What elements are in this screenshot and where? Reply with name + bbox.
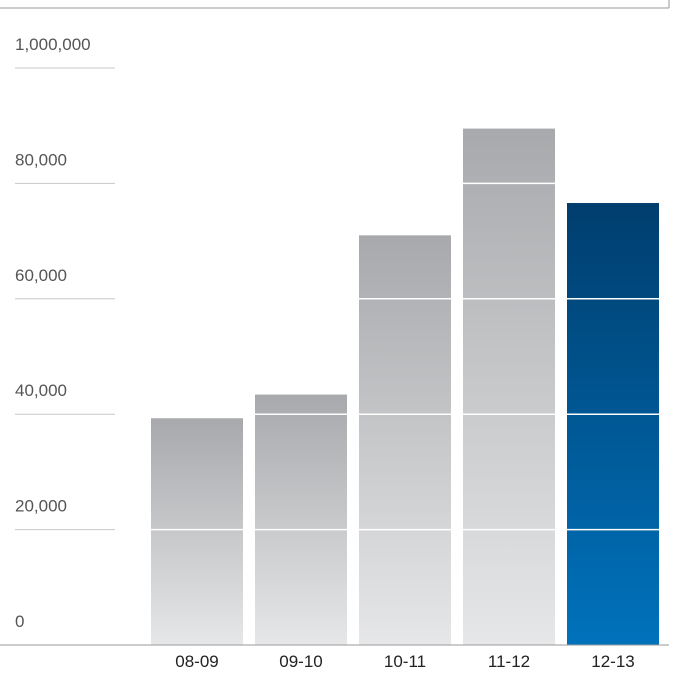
x-tick-label: 08-09 xyxy=(175,652,218,671)
y-tick-label: 40,000 xyxy=(15,381,67,400)
y-tick-label: 0 xyxy=(15,612,24,631)
x-tick-label: 10-11 xyxy=(384,652,426,671)
bar xyxy=(567,203,659,645)
x-tick-label: 11-12 xyxy=(488,652,530,671)
bar xyxy=(463,128,555,645)
y-tick-label: 1,000,000 xyxy=(15,35,91,54)
bar xyxy=(151,418,243,645)
bar xyxy=(255,394,347,645)
x-tick-label: 12-13 xyxy=(591,652,634,671)
x-tick-label: 09-10 xyxy=(279,652,322,671)
y-tick-label: 60,000 xyxy=(15,266,67,285)
y-tick-label: 80,000 xyxy=(15,150,67,169)
bar xyxy=(359,235,451,645)
y-tick-label: 20,000 xyxy=(15,497,67,516)
